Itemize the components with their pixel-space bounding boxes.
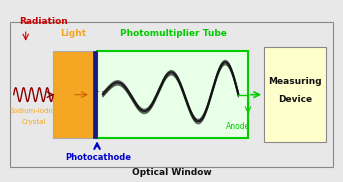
Bar	[264, 47, 326, 142]
Text: Sodium-Iodide: Sodium-Iodide	[9, 108, 59, 114]
Text: Device: Device	[278, 95, 312, 104]
Bar	[93, 51, 97, 138]
Text: Radiation: Radiation	[19, 17, 68, 26]
Text: Light: Light	[60, 29, 86, 38]
Text: Anode: Anode	[226, 122, 250, 131]
Bar	[10, 22, 333, 167]
Text: Crystal: Crystal	[22, 119, 47, 125]
Bar	[53, 51, 93, 138]
Text: Measuring: Measuring	[268, 77, 322, 86]
Bar	[97, 51, 248, 138]
Text: - -: - -	[97, 88, 105, 94]
Text: Photocathode: Photocathode	[65, 153, 131, 162]
Text: Photomultiplier Tube: Photomultiplier Tube	[120, 29, 227, 38]
Text: Optical Window: Optical Window	[132, 168, 211, 177]
